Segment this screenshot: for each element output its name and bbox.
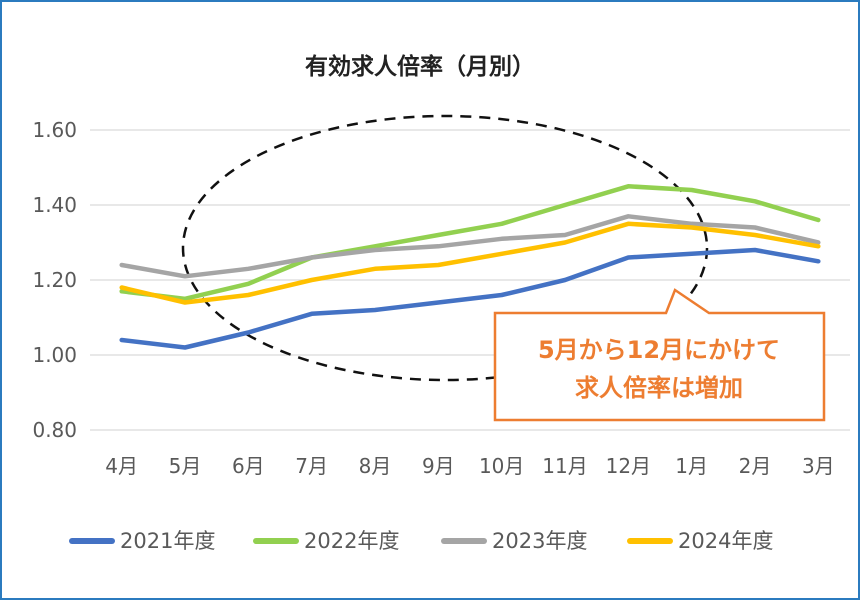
series-line [119, 247, 821, 350]
x-tick-label: 4月 [105, 454, 138, 478]
chart-title: 有効求人倍率（月別） [305, 53, 535, 80]
legend: 2021年度 2022年度 2023年度 2024年度 [69, 529, 773, 553]
x-tick-label: 11月 [542, 454, 587, 478]
x-axis-ticks: 4月 5月 6月 7月 8月 9月 10月 11月 12月 1月 2月 3月 [105, 454, 834, 478]
x-tick-label: 3月 [802, 454, 835, 478]
x-tick-label: 2月 [739, 454, 772, 478]
x-tick-label: 9月 [422, 454, 455, 478]
series-line [119, 214, 821, 279]
legend-label: 2024年度 [678, 529, 773, 553]
y-tick-label: 1.40 [32, 193, 77, 217]
y-axis-ticks: 0.80 1.00 1.20 1.40 1.60 [32, 118, 77, 442]
series-line [119, 221, 821, 305]
x-tick-label: 6月 [232, 454, 265, 478]
x-tick-label: 1月 [675, 454, 708, 478]
callout-box [493, 288, 826, 422]
legend-label: 2023年度 [492, 529, 587, 553]
x-tick-label: 7月 [295, 454, 328, 478]
y-tick-label: 0.80 [32, 418, 77, 442]
legend-label: 2022年度 [304, 529, 399, 553]
annotation-callout: 5月から12月にかけて 求人倍率は増加 [493, 288, 826, 422]
callout-line-2: 求人倍率は増加 [575, 374, 743, 402]
y-tick-label: 1.00 [32, 343, 77, 367]
highlight-ellipse [181, 114, 709, 382]
series-lines [119, 184, 821, 350]
x-tick-label: 10月 [479, 454, 524, 478]
legend-label: 2021年度 [120, 529, 215, 553]
callout-line-1: 5月から12月にかけて [538, 336, 780, 364]
y-tick-label: 1.20 [32, 268, 77, 292]
x-tick-label: 8月 [359, 454, 392, 478]
x-tick-label: 5月 [169, 454, 202, 478]
y-tick-label: 1.60 [32, 118, 77, 142]
x-tick-label: 12月 [606, 454, 651, 478]
series-line [119, 184, 821, 302]
